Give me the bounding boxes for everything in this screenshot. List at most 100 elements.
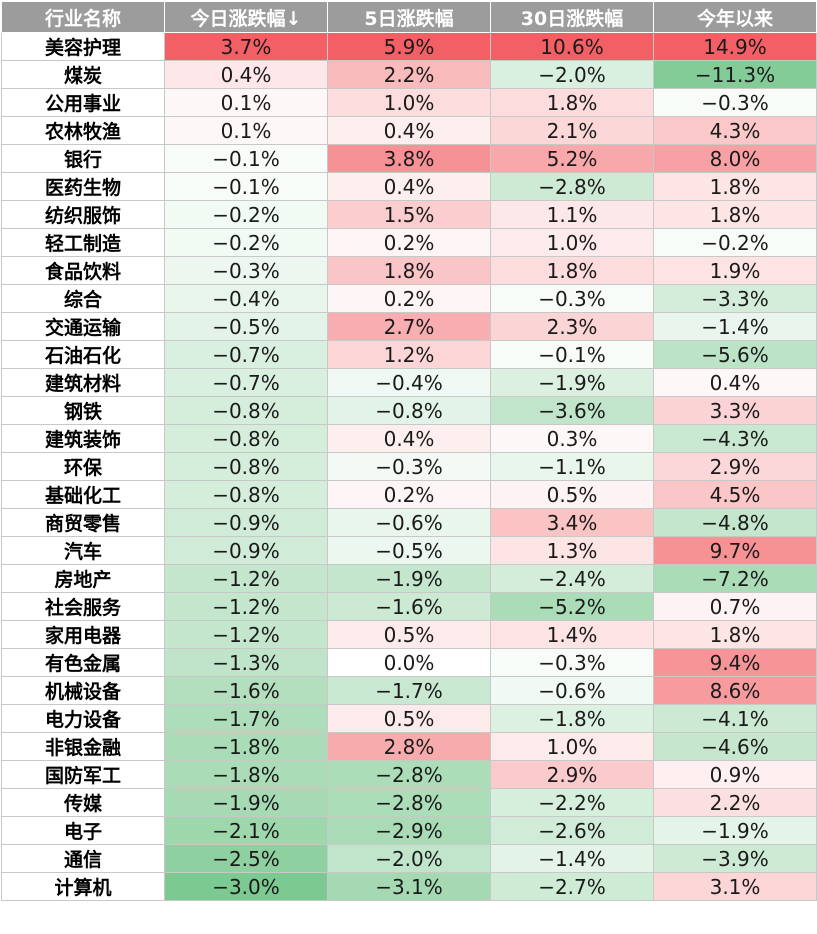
industry-name: 社会服务 xyxy=(2,593,165,621)
cell-5d: −3.1% xyxy=(328,873,491,901)
cell-5d: −0.4% xyxy=(328,369,491,397)
table-row: 汽车 −0.9% −0.5% 1.3% 9.7% xyxy=(2,537,817,565)
cell-today: 0.4% xyxy=(165,61,328,89)
cell-5d: 1.8% xyxy=(328,257,491,285)
table-row: 商贸零售 −0.9% −0.6% 3.4% −4.8% xyxy=(2,509,817,537)
industry-name: 轻工制造 xyxy=(2,229,165,257)
cell-ytd: 8.0% xyxy=(654,145,817,173)
table-row: 有色金属 −1.3% 0.0% −0.3% 9.4% xyxy=(2,649,817,677)
cell-5d: 2.8% xyxy=(328,733,491,761)
cell-today: −0.8% xyxy=(165,481,328,509)
cell-30d: 1.3% xyxy=(491,537,654,565)
table-row: 社会服务 −1.2% −1.6% −5.2% 0.7% xyxy=(2,593,817,621)
cell-30d: −5.2% xyxy=(491,593,654,621)
cell-today: 3.7% xyxy=(165,33,328,61)
cell-today: −0.5% xyxy=(165,313,328,341)
cell-today: −0.2% xyxy=(165,229,328,257)
table-row: 计算机 −3.0% −3.1% −2.7% 3.1% xyxy=(2,873,817,901)
cell-5d: 0.5% xyxy=(328,705,491,733)
cell-5d: 0.2% xyxy=(328,481,491,509)
industry-name: 环保 xyxy=(2,453,165,481)
table-row: 传媒 −1.9% −2.8% −2.2% 2.2% xyxy=(2,789,817,817)
table-row: 农林牧渔 0.1% 0.4% 2.1% 4.3% xyxy=(2,117,817,145)
cell-30d: −3.6% xyxy=(491,397,654,425)
cell-ytd: −1.9% xyxy=(654,817,817,845)
cell-today: −0.7% xyxy=(165,369,328,397)
cell-5d: 3.8% xyxy=(328,145,491,173)
cell-30d: 2.1% xyxy=(491,117,654,145)
industry-name: 建筑材料 xyxy=(2,369,165,397)
table-row: 钢铁 −0.8% −0.8% −3.6% 3.3% xyxy=(2,397,817,425)
table-row: 交通运输 −0.5% 2.7% 2.3% −1.4% xyxy=(2,313,817,341)
cell-ytd: 14.9% xyxy=(654,33,817,61)
cell-30d: 1.1% xyxy=(491,201,654,229)
cell-30d: 0.5% xyxy=(491,481,654,509)
cell-30d: 1.0% xyxy=(491,229,654,257)
cell-today: −0.3% xyxy=(165,257,328,285)
cell-ytd: −1.4% xyxy=(654,313,817,341)
cell-5d: −0.6% xyxy=(328,509,491,537)
column-header-30d[interactable]: 30日涨跌幅 xyxy=(491,2,654,33)
cell-30d: −0.3% xyxy=(491,285,654,313)
cell-5d: 2.7% xyxy=(328,313,491,341)
industry-name: 交通运输 xyxy=(2,313,165,341)
cell-today: −0.4% xyxy=(165,285,328,313)
industry-name: 农林牧渔 xyxy=(2,117,165,145)
cell-today: −0.9% xyxy=(165,509,328,537)
cell-today: −2.5% xyxy=(165,845,328,873)
cell-today: −0.8% xyxy=(165,397,328,425)
table-row: 美容护理 3.7% 5.9% 10.6% 14.9% xyxy=(2,33,817,61)
industry-name: 非银金融 xyxy=(2,733,165,761)
industry-name: 石油石化 xyxy=(2,341,165,369)
cell-30d: 3.4% xyxy=(491,509,654,537)
cell-ytd: 0.4% xyxy=(654,369,817,397)
table-row: 环保 −0.8% −0.3% −1.1% 2.9% xyxy=(2,453,817,481)
cell-ytd: −4.1% xyxy=(654,705,817,733)
cell-30d: −0.1% xyxy=(491,341,654,369)
cell-5d: 0.5% xyxy=(328,621,491,649)
table-row: 建筑材料 −0.7% −0.4% −1.9% 0.4% xyxy=(2,369,817,397)
industry-name: 汽车 xyxy=(2,537,165,565)
table-row: 电子 −2.1% −2.9% −2.6% −1.9% xyxy=(2,817,817,845)
cell-ytd: 0.9% xyxy=(654,761,817,789)
column-header-5d[interactable]: 5日涨跌幅 xyxy=(328,2,491,33)
industry-name: 传媒 xyxy=(2,789,165,817)
cell-ytd: −3.3% xyxy=(654,285,817,313)
cell-5d: 0.4% xyxy=(328,425,491,453)
cell-5d: −2.8% xyxy=(328,789,491,817)
cell-ytd: −5.6% xyxy=(654,341,817,369)
table-row: 石油石化 −0.7% 1.2% −0.1% −5.6% xyxy=(2,341,817,369)
cell-5d: −0.8% xyxy=(328,397,491,425)
cell-ytd: −7.2% xyxy=(654,565,817,593)
cell-5d: 1.5% xyxy=(328,201,491,229)
table-row: 煤炭 0.4% 2.2% −2.0% −11.3% xyxy=(2,61,817,89)
cell-5d: −0.3% xyxy=(328,453,491,481)
industry-name: 银行 xyxy=(2,145,165,173)
cell-today: −0.1% xyxy=(165,145,328,173)
cell-today: −1.7% xyxy=(165,705,328,733)
column-header-today[interactable]: 今日涨跌幅↓ xyxy=(165,2,328,33)
column-header-ytd[interactable]: 今年以来 xyxy=(654,2,817,33)
row-header-label[interactable]: 行业名称 xyxy=(2,2,165,33)
table-row: 机械设备 −1.6% −1.7% −0.6% 8.6% xyxy=(2,677,817,705)
cell-today: −0.9% xyxy=(165,537,328,565)
cell-5d: 2.2% xyxy=(328,61,491,89)
cell-today: −1.2% xyxy=(165,621,328,649)
industry-name: 钢铁 xyxy=(2,397,165,425)
table-row: 食品饮料 −0.3% 1.8% 1.8% 1.9% xyxy=(2,257,817,285)
table-row: 银行 −0.1% 3.8% 5.2% 8.0% xyxy=(2,145,817,173)
cell-ytd: −0.3% xyxy=(654,89,817,117)
industry-name: 电力设备 xyxy=(2,705,165,733)
cell-ytd: −0.2% xyxy=(654,229,817,257)
cell-ytd: 4.5% xyxy=(654,481,817,509)
table-row: 基础化工 −0.8% 0.2% 0.5% 4.5% xyxy=(2,481,817,509)
cell-ytd: −4.6% xyxy=(654,733,817,761)
cell-ytd: −3.9% xyxy=(654,845,817,873)
cell-today: −2.1% xyxy=(165,817,328,845)
cell-5d: −1.9% xyxy=(328,565,491,593)
industry-name: 通信 xyxy=(2,845,165,873)
cell-ytd: 9.7% xyxy=(654,537,817,565)
cell-ytd: 0.7% xyxy=(654,593,817,621)
cell-ytd: 1.8% xyxy=(654,201,817,229)
table-row: 轻工制造 −0.2% 0.2% 1.0% −0.2% xyxy=(2,229,817,257)
